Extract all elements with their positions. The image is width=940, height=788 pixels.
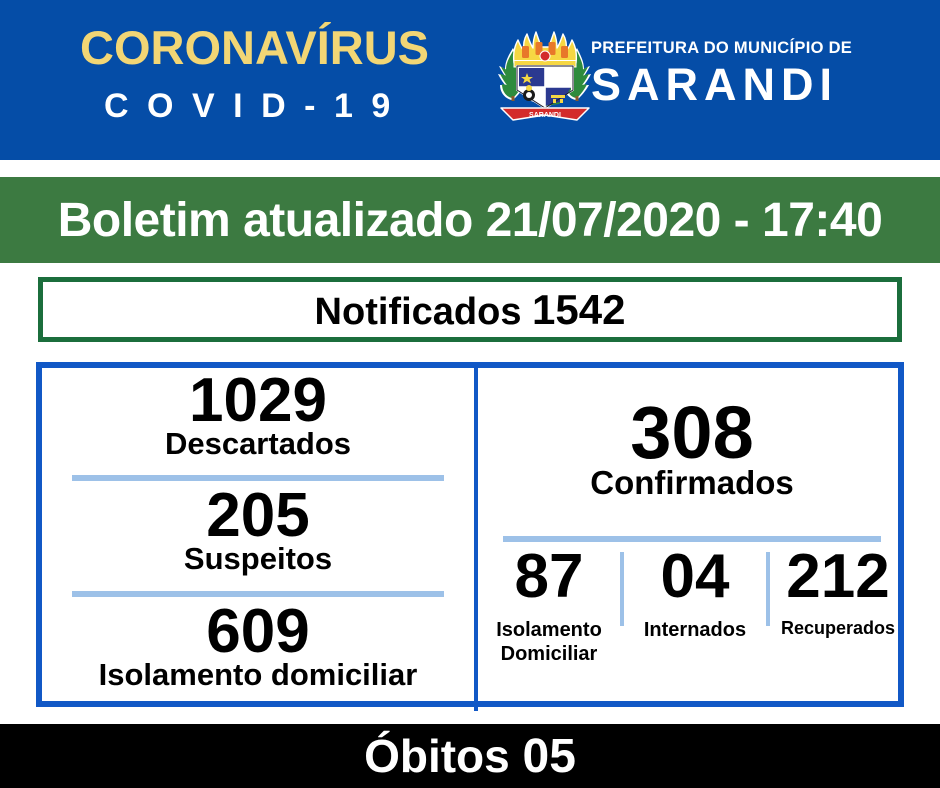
svg-text:SARANDI: SARANDI xyxy=(529,112,561,119)
